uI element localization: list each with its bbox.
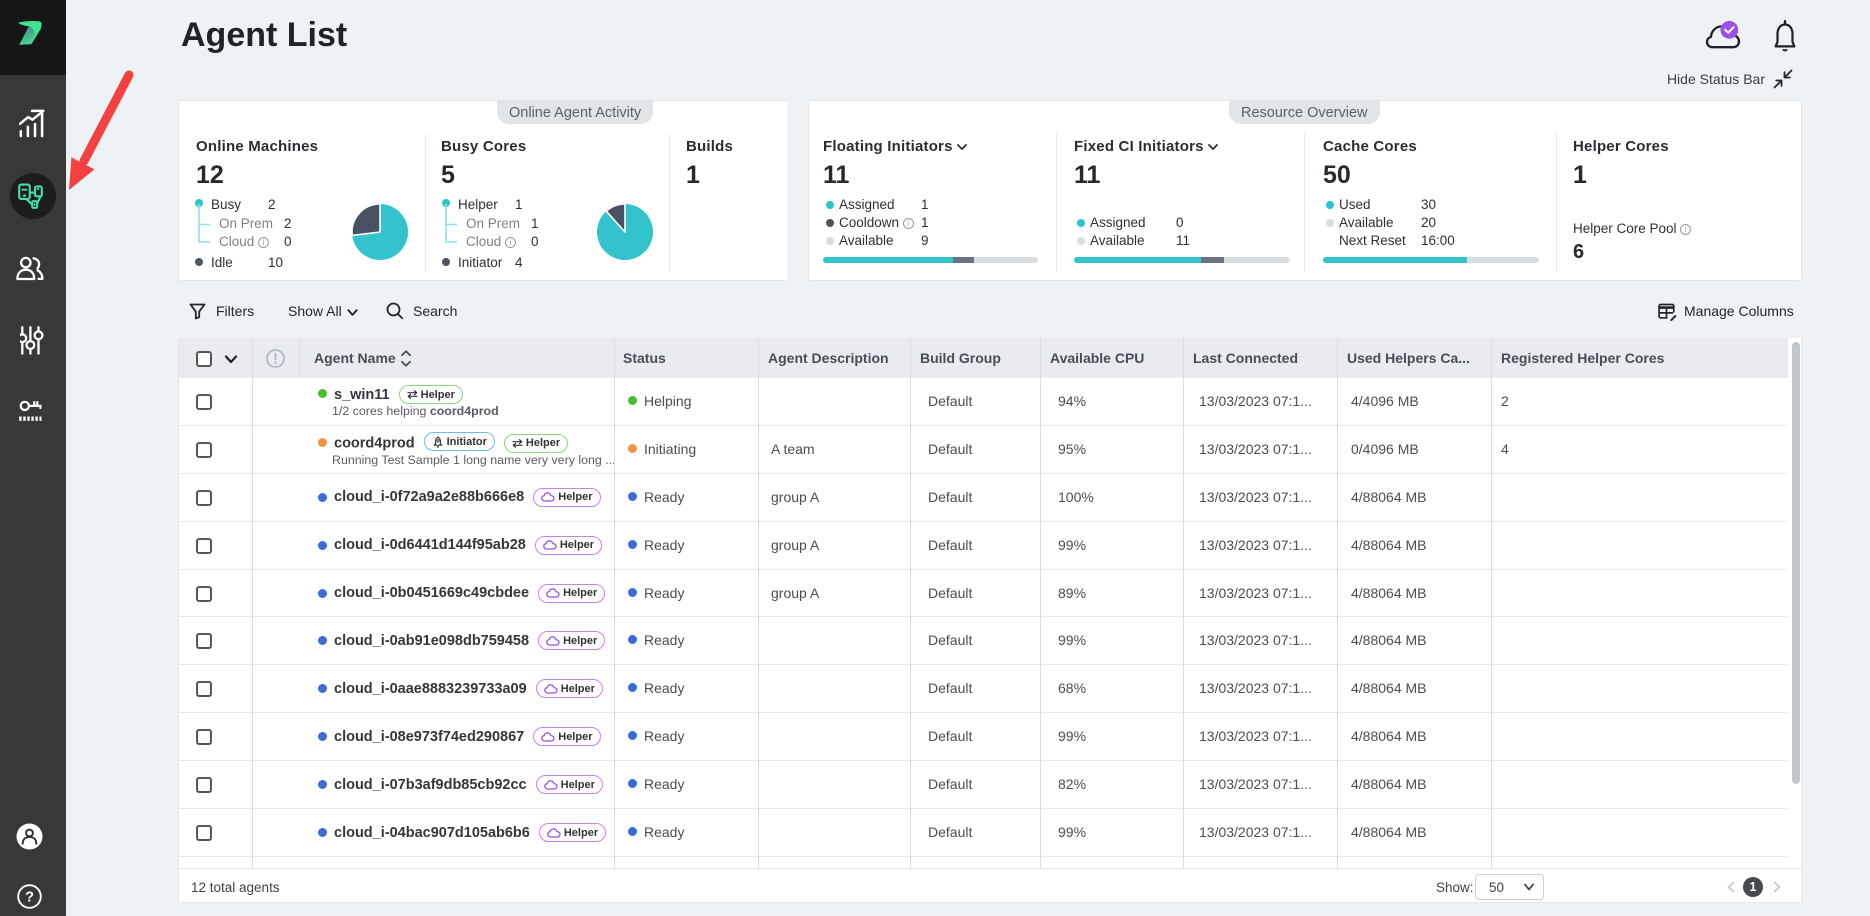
svg-text:?: ? — [25, 890, 34, 906]
